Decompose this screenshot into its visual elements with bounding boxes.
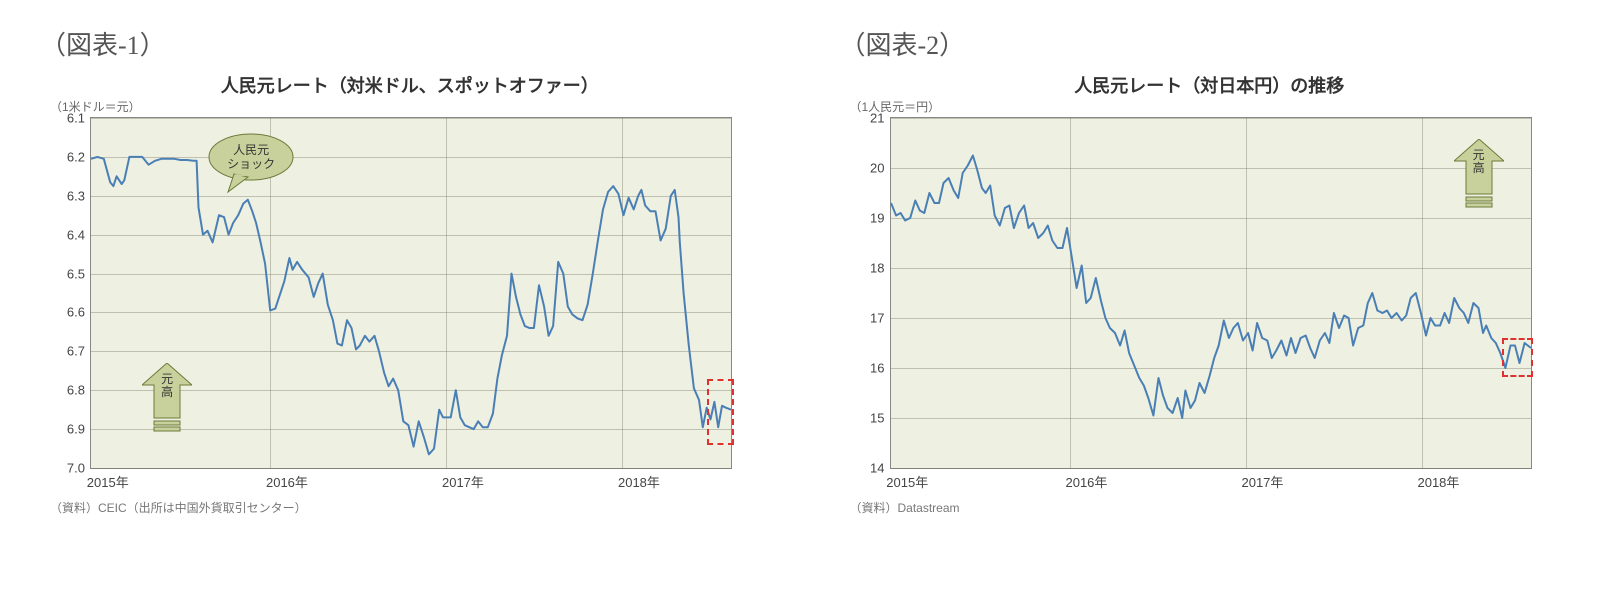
chart2-y-tick: 17 (870, 311, 890, 326)
chart2-arrow-icon: 元高 (1454, 139, 1504, 214)
chart1-x-tick: 2016年 (266, 468, 308, 491)
chart1-y-tick: 6.4 (67, 227, 91, 242)
chart-1-y-unit: （1米ドル＝元） (50, 98, 780, 115)
chart1-speech-bubble: 人民元ショック (206, 132, 296, 197)
chart2-x-tick: 2016年 (1065, 468, 1107, 491)
chart2-x-tick: 2015年 (886, 468, 928, 491)
chart1-y-tick: 6.5 (67, 266, 91, 281)
chart-2-source: （資料）Datastream (850, 499, 1580, 516)
figure-2: （図表-2） 人民元レート（対日本円）の推移 （1人民元＝円） 14151617… (840, 20, 1580, 516)
chart1-y-tick: 6.1 (67, 111, 91, 126)
chart-2-plot-container: 14151617181920212015年2016年2017年2018年元高 (840, 117, 1580, 469)
figure-2-label: （図表-2） (840, 25, 1580, 62)
chart-1-plot-container: 6.16.26.36.46.56.66.76.86.97.02015年2016年… (40, 117, 780, 469)
chart1-y-tick: 6.9 (67, 422, 91, 437)
chart2-plot-area: 14151617181920212015年2016年2017年2018年元高 (890, 117, 1532, 469)
chart1-x-tick: 2017年 (442, 468, 484, 491)
chart1-y-tick: 6.6 (67, 305, 91, 320)
chart1-plot-area: 6.16.26.36.46.56.66.76.86.97.02015年2016年… (90, 117, 732, 469)
chart1-arrow-icon: 元高 (142, 363, 192, 438)
chart1-y-tick: 6.3 (67, 188, 91, 203)
chart2-y-tick: 20 (870, 161, 890, 176)
chart2-y-tick: 21 (870, 111, 890, 126)
chart-1-title: 人民元レート（対米ドル、スポットオファー） (40, 72, 780, 98)
chart1-x-tick: 2018年 (618, 468, 660, 491)
chart2-y-tick: 16 (870, 361, 890, 376)
chart2-x-tick: 2018年 (1417, 468, 1459, 491)
chart2-line (891, 118, 1531, 468)
chart2-y-tick: 19 (870, 211, 890, 226)
chart-1-source: （資料）CEIC（出所は中国外貨取引センター） (50, 499, 780, 516)
figure-1-label: （図表-1） (40, 25, 780, 62)
chart-2-title: 人民元レート（対日本円）の推移 (840, 72, 1580, 98)
chart2-y-tick: 18 (870, 261, 890, 276)
chart-2-y-unit: （1人民元＝円） (850, 98, 1580, 115)
chart1-y-tick: 6.2 (67, 149, 91, 164)
chart2-y-tick: 15 (870, 411, 890, 426)
chart2-x-tick: 2017年 (1241, 468, 1283, 491)
chart1-y-tick: 6.7 (67, 344, 91, 359)
figure-1: （図表-1） 人民元レート（対米ドル、スポットオファー） （1米ドル＝元） 6.… (40, 20, 780, 516)
chart1-x-tick: 2015年 (87, 468, 129, 491)
chart1-y-tick: 6.8 (67, 383, 91, 398)
